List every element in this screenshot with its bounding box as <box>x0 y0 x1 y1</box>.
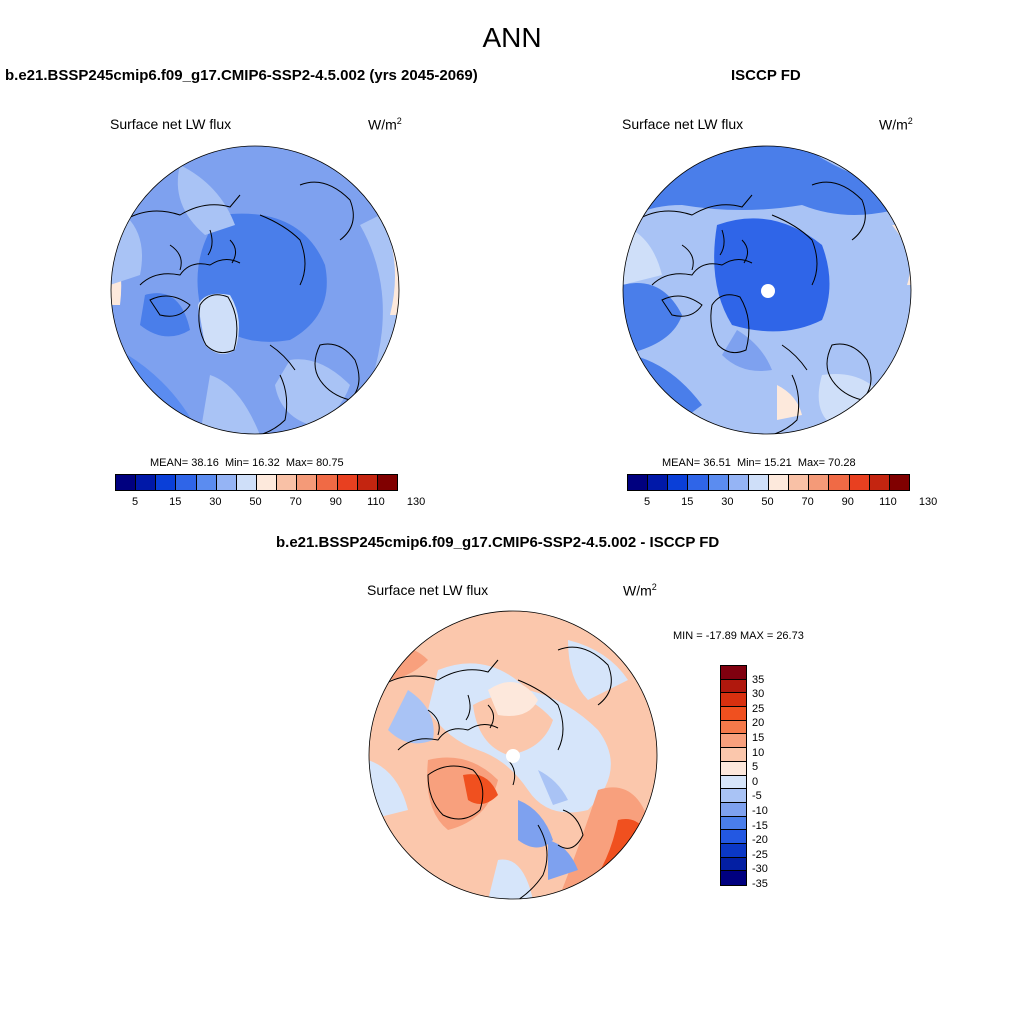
colorbar-box <box>196 475 217 490</box>
colorbar-box <box>748 475 769 490</box>
colorbar-tick-label: 5 <box>132 496 139 508</box>
colorbar-tick-label: 30 <box>721 496 734 508</box>
colorbar-box <box>156 475 177 490</box>
colorbar-box <box>116 475 137 490</box>
colorbar-tick-label: 30 <box>209 496 222 508</box>
right-field-label: Surface net LW flux <box>622 116 744 132</box>
left-panel-title: b.e21.BSSP245cmip6.f09_g17.CMIP6-SSP2-4.… <box>5 67 478 84</box>
colorbar-box <box>721 871 746 885</box>
colorbar-box <box>297 475 318 490</box>
colorbar-box <box>628 475 649 490</box>
colorbar-box <box>216 475 237 490</box>
left-colorbar-ticks: 5 15 30 50 70 90 110 130 <box>115 496 425 510</box>
left-units: W/m2 <box>368 116 402 133</box>
colorbar-box <box>668 475 689 490</box>
colorbar-tick-label: -10 <box>752 805 768 817</box>
left-stats: MEAN= 38.16 Min= 16.32 Max= 80.75 <box>150 457 344 469</box>
colorbar-box <box>721 734 746 749</box>
colorbar-tick-label: 35 <box>752 673 765 686</box>
colorbar-tick-label: 110 <box>879 496 897 508</box>
colorbar-tick-label: 110 <box>367 496 385 508</box>
colorbar-box <box>789 475 810 490</box>
diff-polar-map <box>368 610 658 900</box>
colorbar-tick-label: 15 <box>169 496 182 508</box>
colorbar-box <box>721 789 746 803</box>
diff-colorbar-ticks: 35 30 25 20 15 10 5 0 -5 -10 -15 -20 -25 -30 -35 <box>752 665 792 900</box>
colorbar-tick-label: 5 <box>752 761 759 774</box>
colorbar-box <box>889 475 909 490</box>
colorbar-box <box>768 475 790 490</box>
colorbar-tick-label: 15 <box>681 496 694 508</box>
colorbar-box <box>721 679 746 694</box>
colorbar-box <box>688 475 709 490</box>
colorbar-box <box>176 475 197 490</box>
colorbar-box <box>236 475 257 490</box>
left-field-label: Surface net LW flux <box>110 116 232 132</box>
colorbar-box <box>721 707 746 721</box>
colorbar-tick-label: -30 <box>752 863 768 876</box>
colorbar-tick-label: 20 <box>752 717 765 730</box>
colorbar-box <box>136 475 157 490</box>
colorbar-tick-label: 30 <box>752 688 765 701</box>
colorbar-box <box>721 693 746 708</box>
right-colorbar-ticks: 5 15 30 50 70 90 110 130 <box>627 496 937 510</box>
right-polar-map <box>622 145 912 435</box>
colorbar-box <box>728 475 749 490</box>
colorbar-box <box>721 720 746 735</box>
colorbar-box <box>721 748 746 762</box>
right-panel-title: ISCCP FD <box>731 67 801 84</box>
colorbar-box <box>849 475 870 490</box>
colorbar-box <box>721 816 746 831</box>
colorbar-box <box>721 775 746 790</box>
colorbar-box <box>648 475 669 490</box>
colorbar-box <box>277 475 298 490</box>
colorbar-box <box>721 830 746 844</box>
colorbar-tick-label: -20 <box>752 834 768 847</box>
diff-field-label: Surface net LW flux <box>367 582 489 598</box>
colorbar-tick-label: 50 <box>761 496 774 508</box>
colorbar-tick-label: 25 <box>752 702 765 715</box>
colorbar-box <box>809 475 830 490</box>
colorbar-tick-label: 70 <box>289 496 302 508</box>
colorbar-tick-label: -5 <box>752 790 762 803</box>
colorbar-tick-label: 15 <box>752 732 765 744</box>
colorbar-tick-label: 10 <box>752 746 765 759</box>
colorbar-box <box>377 475 397 490</box>
colorbar-tick-label: 130 <box>406 496 426 508</box>
colorbar-tick-label: 50 <box>249 496 262 508</box>
colorbar-box <box>869 475 890 490</box>
colorbar-box <box>721 857 746 872</box>
colorbar-box <box>721 761 746 776</box>
colorbar-tick-label: 130 <box>918 496 938 508</box>
right-colorbar <box>627 474 910 491</box>
right-stats: MEAN= 36.51 Min= 15.21 Max= 70.28 <box>662 457 856 469</box>
colorbar-tick-label: 90 <box>841 496 854 508</box>
colorbar-box <box>357 475 378 490</box>
left-colorbar <box>115 474 398 491</box>
colorbar-box <box>721 843 746 858</box>
colorbar-tick-label: -25 <box>752 848 768 861</box>
colorbar-box <box>256 475 278 490</box>
colorbar-box <box>721 666 746 680</box>
colorbar-tick-label: 70 <box>801 496 814 508</box>
left-polar-map <box>110 145 400 435</box>
right-units: W/m2 <box>879 116 913 133</box>
colorbar-box <box>337 475 358 490</box>
colorbar-box <box>829 475 850 490</box>
colorbar-tick-label: 0 <box>752 775 759 788</box>
colorbar-tick-label: 90 <box>329 496 342 508</box>
diff-stats: MIN = -17.89 MAX = 26.73 <box>673 630 804 642</box>
colorbar-box <box>317 475 338 490</box>
colorbar-tick-label: -35 <box>752 878 768 890</box>
figure-title: ANN <box>482 22 542 53</box>
colorbar-box <box>721 802 746 817</box>
colorbar-tick-label: -15 <box>752 819 768 832</box>
diff-panel-title: b.e21.BSSP245cmip6.f09_g17.CMIP6-SSP2-4.… <box>276 534 720 551</box>
colorbar-box <box>708 475 729 490</box>
diff-units: W/m2 <box>623 582 657 599</box>
colorbar-tick-label: 5 <box>644 496 651 508</box>
diff-colorbar <box>720 665 747 886</box>
